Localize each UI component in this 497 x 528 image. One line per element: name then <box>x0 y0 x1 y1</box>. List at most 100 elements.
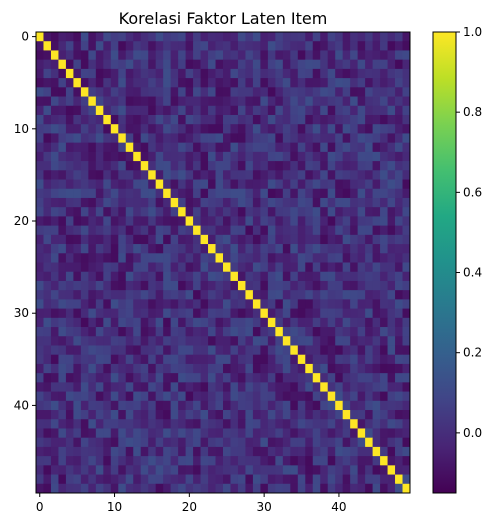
heatmap-cell <box>65 446 74 457</box>
heatmap-cell <box>88 308 97 319</box>
heatmap-cell <box>88 428 97 439</box>
y-tick-label: 0 <box>21 30 29 44</box>
heatmap-cell <box>193 437 201 448</box>
heatmap-cell <box>178 354 186 365</box>
heatmap-cell <box>305 428 314 439</box>
heatmap-cell <box>208 428 216 439</box>
heatmap-cell <box>148 446 157 457</box>
heatmap-cell <box>290 234 299 245</box>
heatmap-cell <box>163 299 172 309</box>
heatmap-cell <box>73 133 82 144</box>
heatmap-cell <box>267 428 276 439</box>
heatmap-cell <box>395 197 403 208</box>
heatmap-cell <box>133 59 142 70</box>
heatmap-cell <box>163 465 172 475</box>
heatmap-cell <box>65 59 74 70</box>
heatmap-cell <box>372 114 381 125</box>
heatmap-cell <box>335 142 344 153</box>
heatmap-cell <box>73 317 82 328</box>
heatmap-cell <box>125 262 134 273</box>
heatmap-cell <box>365 170 373 180</box>
heatmap-cell <box>290 354 299 365</box>
heatmap-cell <box>148 114 157 125</box>
heatmap-cell <box>230 216 239 227</box>
heatmap-cell <box>163 32 172 42</box>
heatmap-cell <box>118 446 127 457</box>
heatmap-cell <box>80 391 89 402</box>
heatmap-cell <box>357 299 366 309</box>
heatmap-cell <box>58 373 67 383</box>
heatmap-cell <box>380 105 388 116</box>
heatmap-cell <box>267 253 276 263</box>
heatmap-cell <box>125 419 134 429</box>
heatmap-cell <box>208 446 216 457</box>
heatmap-cell <box>163 446 172 457</box>
heatmap-cell <box>148 308 157 319</box>
heatmap-cell <box>215 382 224 392</box>
heatmap-cell <box>372 317 381 328</box>
heatmap-cell <box>73 437 82 448</box>
heatmap-cell <box>252 262 261 273</box>
heatmap-cell <box>230 336 239 346</box>
heatmap-cell <box>245 253 254 263</box>
heatmap-cell <box>230 78 239 88</box>
heatmap-cell <box>395 363 403 374</box>
heatmap-cell <box>312 290 321 300</box>
heatmap-cell <box>103 354 112 365</box>
heatmap-cell <box>312 59 321 70</box>
heatmap-cell <box>148 382 157 392</box>
heatmap-cell <box>185 419 194 429</box>
heatmap-cell <box>148 142 157 153</box>
heatmap-cell <box>282 59 291 70</box>
heatmap-cell <box>282 151 291 162</box>
heatmap-cell <box>73 345 82 356</box>
heatmap-cell <box>208 400 216 411</box>
heatmap-cell <box>95 59 104 70</box>
heatmap-cell <box>380 280 388 291</box>
heatmap-cell <box>193 299 201 309</box>
heatmap-cell <box>193 41 201 51</box>
heatmap-cell <box>110 179 119 190</box>
heatmap-cell <box>245 400 254 411</box>
heatmap-cell <box>327 456 336 466</box>
heatmap-cell <box>402 336 411 346</box>
heatmap-cell <box>267 225 276 236</box>
heatmap-cell-diagonal <box>237 280 246 291</box>
heatmap-cell <box>223 188 231 199</box>
heatmap-cell <box>43 354 52 365</box>
heatmap-cell <box>118 474 127 485</box>
heatmap-cell <box>237 87 246 97</box>
heatmap-cell <box>125 456 134 466</box>
heatmap-cell <box>223 280 231 291</box>
heatmap-cell <box>297 161 306 171</box>
heatmap-cell <box>65 410 74 420</box>
heatmap-cell <box>402 124 411 134</box>
heatmap-cell <box>163 410 172 420</box>
heatmap-cell <box>237 207 246 217</box>
heatmap-cell <box>357 262 366 273</box>
heatmap-cell <box>252 41 261 51</box>
heatmap-cell <box>178 456 186 466</box>
heatmap-cell <box>290 133 299 144</box>
heatmap-cell <box>320 216 329 227</box>
heatmap-cell <box>230 437 239 448</box>
heatmap-cell <box>118 280 127 291</box>
heatmap-cell <box>185 456 194 466</box>
heatmap-cell <box>170 133 179 144</box>
heatmap-cell <box>387 419 396 429</box>
heatmap-cell <box>402 465 411 475</box>
heatmap-cell <box>50 271 59 282</box>
heatmap-cell <box>372 483 381 494</box>
heatmap-cell <box>43 327 52 337</box>
heatmap-cell <box>290 308 299 319</box>
heatmap-cell <box>320 317 329 328</box>
heatmap-cell <box>402 188 411 199</box>
heatmap-cell <box>88 483 97 494</box>
heatmap-cell <box>110 41 119 51</box>
heatmap-cell <box>237 428 246 439</box>
heatmap-cell <box>380 253 388 263</box>
heatmap-cell <box>43 151 52 162</box>
heatmap-cell <box>335 41 344 51</box>
heatmap-cell <box>365 225 373 236</box>
heatmap-cell <box>193 253 201 263</box>
